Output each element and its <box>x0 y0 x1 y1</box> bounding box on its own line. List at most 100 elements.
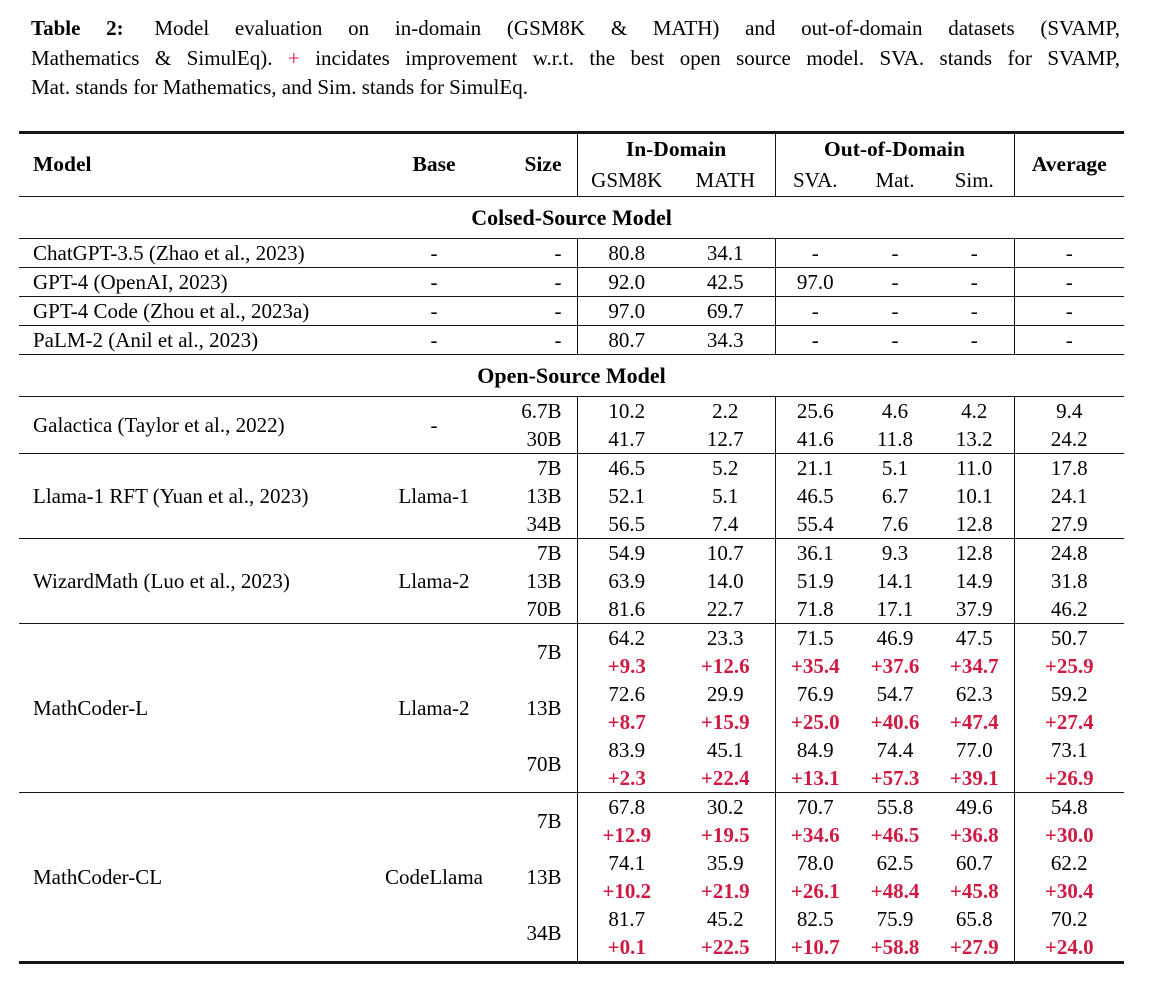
delta-mat: +57.3 <box>870 765 920 790</box>
cell-average: - <box>1013 295 1125 325</box>
delta-sva: +25.0 <box>774 707 856 736</box>
model-group-llama1-rft: Llama-1 RFT (Yuan et al., 2023) Llama-1 … <box>19 452 1125 538</box>
col-header-base: Base <box>412 152 456 176</box>
cell-sva: 21.1 <box>774 452 856 482</box>
cell-math: 7.4 <box>712 511 739 536</box>
model-group-gpt4-code: GPT-4 Code (Zhou et al., 2023a) - - 97.0… <box>19 295 1125 325</box>
cell-average: 46.2 <box>1013 594 1125 623</box>
cell-size: - <box>489 266 577 296</box>
delta-mat: +58.8 <box>870 934 920 959</box>
cell-sva: 76.9 <box>774 679 856 708</box>
cell-model: MathCoder-CL <box>19 791 379 961</box>
table-row: 70B 83.9 45.1 84.9 74.4 77.0 73.1 <box>19 735 1125 776</box>
delta-gsm8k: +12.9 <box>576 820 676 849</box>
cell-math: 45.1 <box>706 737 744 762</box>
delta-average: +30.0 <box>1013 820 1125 849</box>
cell-mat: 5.1 <box>855 452 936 482</box>
delta-sva: +34.6 <box>774 820 856 849</box>
col-subheader-math: MATH <box>695 167 756 192</box>
delta-sva: +26.1 <box>774 876 856 905</box>
table-row-improvement: +10.2 +21.9 +26.1 +48.4 +45.8 +30.4 <box>19 876 1125 905</box>
cell-size: - <box>489 237 577 267</box>
cell-gsm8k: 92.0 <box>576 266 676 296</box>
table-row: 34B 56.5 7.4 55.4 7.6 12.8 27.9 <box>19 509 1125 538</box>
caption-text-1: Model evaluation on in-domain (GSM8K & M… <box>154 16 1120 40</box>
cell-sva: - <box>774 324 856 354</box>
cell-size: 6.7B <box>489 395 577 425</box>
cell-sim: 13.2 <box>955 426 993 451</box>
cell-gsm8k: 81.7 <box>576 904 676 933</box>
cell-sva: 84.9 <box>774 735 856 764</box>
col-subheader-sva: SVA. <box>774 164 856 196</box>
cell-sva: 41.6 <box>774 424 856 453</box>
table-row: ChatGPT-3.5 (Zhao et al., 2023) - - 80.8… <box>19 237 1125 267</box>
delta-sim: +34.7 <box>949 653 999 678</box>
model-group-mathcoder-l: MathCoder-L Llama-2 7B 64.2 23.3 71.5 46… <box>19 622 1125 792</box>
delta-sim: +27.9 <box>949 934 999 959</box>
delta-average: +26.9 <box>1013 763 1125 792</box>
header-row-groups: Model Base Size In-Domain Out-of-Domain … <box>19 133 1125 196</box>
cell-size: 70B <box>526 596 562 621</box>
cell-average: 59.2 <box>1013 679 1125 708</box>
cell-sim: 77.0 <box>955 737 993 762</box>
cell-gsm8k: 80.8 <box>576 237 676 267</box>
table-row: PaLM-2 (Anil et al., 2023) - - 80.7 34.3… <box>19 324 1125 354</box>
cell-size: 13B <box>526 568 562 593</box>
cell-average: - <box>1013 324 1125 354</box>
cell-sim: 12.8 <box>935 537 1015 567</box>
cell-mat: 55.8 <box>855 791 936 821</box>
table-row-improvement: +8.7 +15.9 +25.0 +40.6 +47.4 +27.4 <box>19 707 1125 736</box>
table-row: Galactica (Taylor et al., 2022) - 6.7B 1… <box>19 395 1125 453</box>
cell-base: Llama-2 <box>379 537 489 623</box>
cell-sim: 37.9 <box>955 596 993 621</box>
cell-average: 24.8 <box>1013 537 1125 567</box>
cell-mat: 6.7 <box>881 483 909 508</box>
cell-average: - <box>1013 237 1125 267</box>
cell-average: 31.8 <box>1013 566 1125 595</box>
cell-math: 23.3 <box>676 622 776 652</box>
col-subheader-sim: Sim. <box>954 167 994 192</box>
cell-mat: 46.9 <box>855 622 936 652</box>
cell-sva: 97.0 <box>774 266 856 296</box>
cell-size: 34B <box>526 920 562 945</box>
delta-math: +21.9 <box>700 878 750 903</box>
delta-math: +22.5 <box>700 934 750 959</box>
table-row: GPT-4 Code (Zhou et al., 2023a) - - 97.0… <box>19 295 1125 325</box>
cell-gsm8k: 54.9 <box>576 537 676 567</box>
cell-size: 7B <box>489 452 577 482</box>
delta-math: +12.6 <box>700 653 750 678</box>
table-row: 13B 74.1 35.9 78.0 62.5 60.7 62.2 <box>19 848 1125 889</box>
cell-gsm8k: 97.0 <box>576 295 676 325</box>
cell-gsm8k: 52.1 <box>576 481 676 510</box>
section-title: Colsed-Source Model <box>19 195 1125 239</box>
cell-mat: 4.6 <box>855 395 936 425</box>
cell-gsm8k: 64.2 <box>576 622 676 652</box>
cell-base: CodeLlama <box>379 791 489 961</box>
col-subheader-mat: Mat. <box>875 167 915 192</box>
cell-size: - <box>489 324 577 354</box>
cell-gsm8k: 67.8 <box>576 791 676 821</box>
table-top-rule <box>19 130 1124 134</box>
table-bottom-rule <box>19 960 1124 964</box>
section-title: Open-Source Model <box>19 353 1125 397</box>
cell-size: 70B <box>526 751 562 776</box>
cell-average: 9.4 <box>1013 395 1125 425</box>
cell-average: 70.2 <box>1013 904 1125 933</box>
caption-line-1: Table 2: Model evaluation on in-domain (… <box>31 14 1120 44</box>
cell-average: 50.7 <box>1013 622 1125 652</box>
cell-mat: 74.4 <box>876 737 914 762</box>
cell-gsm8k: 63.9 <box>576 566 676 595</box>
cell-gsm8k: 41.7 <box>576 424 676 453</box>
cell-model: GPT-4 Code (Zhou et al., 2023a) <box>19 295 379 325</box>
cell-mat: 11.8 <box>877 426 913 451</box>
cell-mat: 54.7 <box>876 681 914 706</box>
model-group-palm2: PaLM-2 (Anil et al., 2023) - - 80.7 34.3… <box>19 324 1125 354</box>
caption-plus-sign: + <box>287 45 300 70</box>
caption-text-2b: incidates improvement w.r.t. the best op… <box>315 45 1120 70</box>
model-group-chatgpt35: ChatGPT-3.5 (Zhao et al., 2023) - - 80.8… <box>19 237 1125 267</box>
cell-model: Galactica (Taylor et al., 2022) <box>19 395 379 453</box>
cell-math: 12.7 <box>706 426 744 451</box>
cell-size: 13B <box>526 864 562 889</box>
cell-sim: 10.1 <box>955 483 993 508</box>
cell-sva: 36.1 <box>774 537 856 567</box>
